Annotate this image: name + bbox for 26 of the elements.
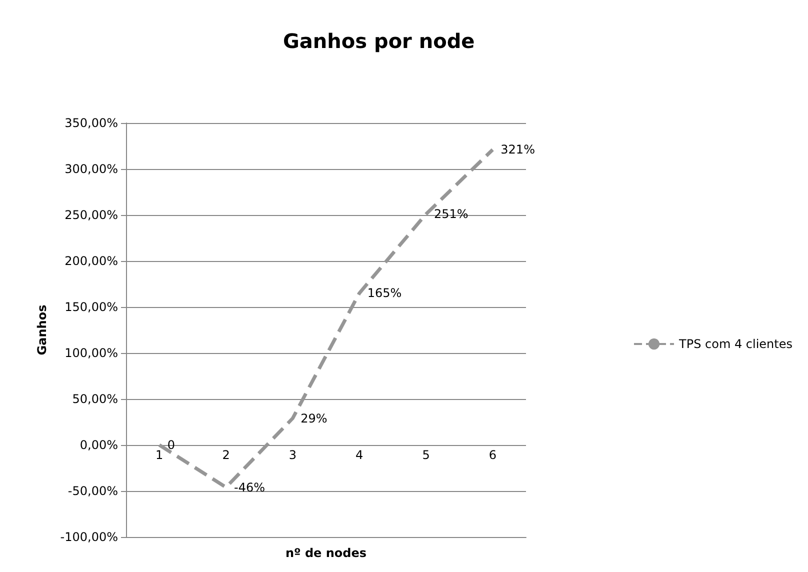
data-label: 29% xyxy=(300,411,328,426)
y-tick-label: -50,00% xyxy=(68,484,118,498)
data-label: 321% xyxy=(500,142,535,157)
y-tick-label: 250,00% xyxy=(64,208,118,222)
x-tick-label: 2 xyxy=(222,448,230,462)
data-label: -46% xyxy=(234,480,266,494)
x-tick-label: 5 xyxy=(422,448,430,462)
legend-label: TPS com 4 clientes xyxy=(678,337,792,351)
x-tick-label: 6 xyxy=(488,448,496,462)
y-tick-label: 50,00% xyxy=(72,392,118,406)
data-label: 165% xyxy=(367,286,402,300)
y-tick-label: 350,00% xyxy=(64,116,118,130)
x-axis-title: nº de nodes xyxy=(285,546,367,560)
x-tick-label: 1 xyxy=(156,448,164,462)
x-tick-label: 3 xyxy=(288,448,296,462)
data-label: 0 xyxy=(167,438,175,452)
y-tick-label: 300,00% xyxy=(64,162,118,176)
y-tick-label: 150,00% xyxy=(64,300,118,314)
y-tick-label: 0,00% xyxy=(80,438,118,452)
y-tick-label: -100,00% xyxy=(60,530,118,544)
x-tick-label: 4 xyxy=(356,448,364,462)
data-label: 251% xyxy=(434,207,468,222)
y-tick-label: 100,00% xyxy=(64,346,118,360)
chart-title: Ganhos por node xyxy=(283,29,475,53)
y-axis-title: Ganhos xyxy=(35,304,49,356)
y-tick-label: 200,00% xyxy=(64,254,118,268)
